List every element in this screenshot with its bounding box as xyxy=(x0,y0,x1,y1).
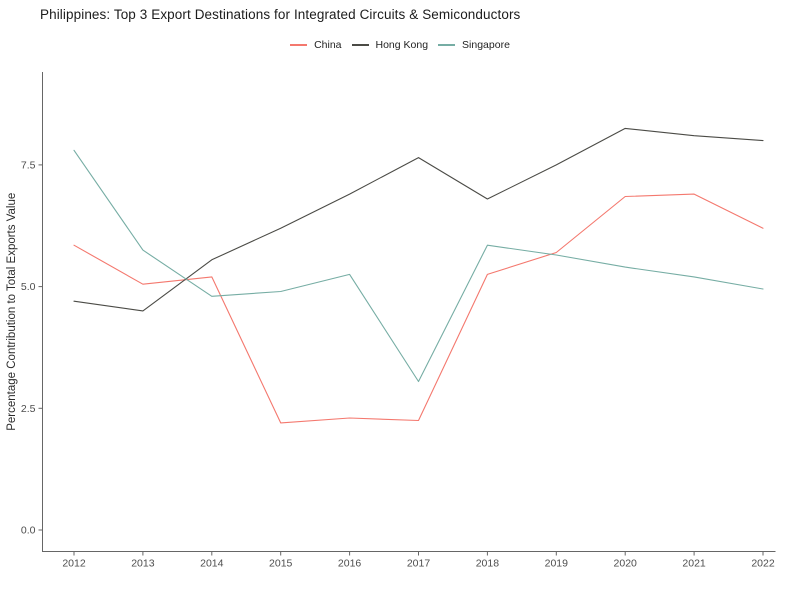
y-tick-label: 5.0 xyxy=(21,281,36,293)
legend-label-hong-kong: Hong Kong xyxy=(375,39,429,51)
x-tick-label: 2015 xyxy=(269,558,293,570)
x-tick-label: 2013 xyxy=(131,558,155,570)
x-tick-label: 2016 xyxy=(338,558,362,570)
y-tick-label: 2.5 xyxy=(21,403,36,415)
y-axis-title: Percentage Contribution to Total Exports… xyxy=(6,193,18,431)
x-tick-label: 2020 xyxy=(614,558,638,570)
legend-item-china: China xyxy=(290,39,342,51)
legend-item-singapore: Singapore xyxy=(438,39,510,51)
y-tick-label: 7.5 xyxy=(21,159,36,171)
x-tick-label: 2018 xyxy=(476,558,500,570)
y-tick-label: 0.0 xyxy=(21,525,36,537)
x-tick-label: 2022 xyxy=(751,558,775,570)
legend: China Hong Kong Singapore xyxy=(0,38,800,52)
legend-line-swatch-china xyxy=(290,44,308,46)
x-tick-label: 2014 xyxy=(200,558,224,570)
legend-item-hong-kong: Hong Kong xyxy=(351,39,429,51)
x-tick-label: 2019 xyxy=(545,558,569,570)
legend-line-swatch-hong-kong xyxy=(351,44,369,46)
x-tick-label: 2021 xyxy=(682,558,706,570)
series-line-hong-kong xyxy=(73,127,764,312)
legend-label-singapore: Singapore xyxy=(462,39,510,51)
series-line-china xyxy=(73,193,764,424)
x-tick-label: 2017 xyxy=(407,558,431,570)
legend-label-china: China xyxy=(314,39,342,51)
legend-line-swatch-singapore xyxy=(438,44,456,46)
chart-title: Philippines: Top 3 Export Destinations f… xyxy=(40,7,521,22)
x-tick-label: 2012 xyxy=(62,558,86,570)
series-line-singapore xyxy=(73,149,764,383)
